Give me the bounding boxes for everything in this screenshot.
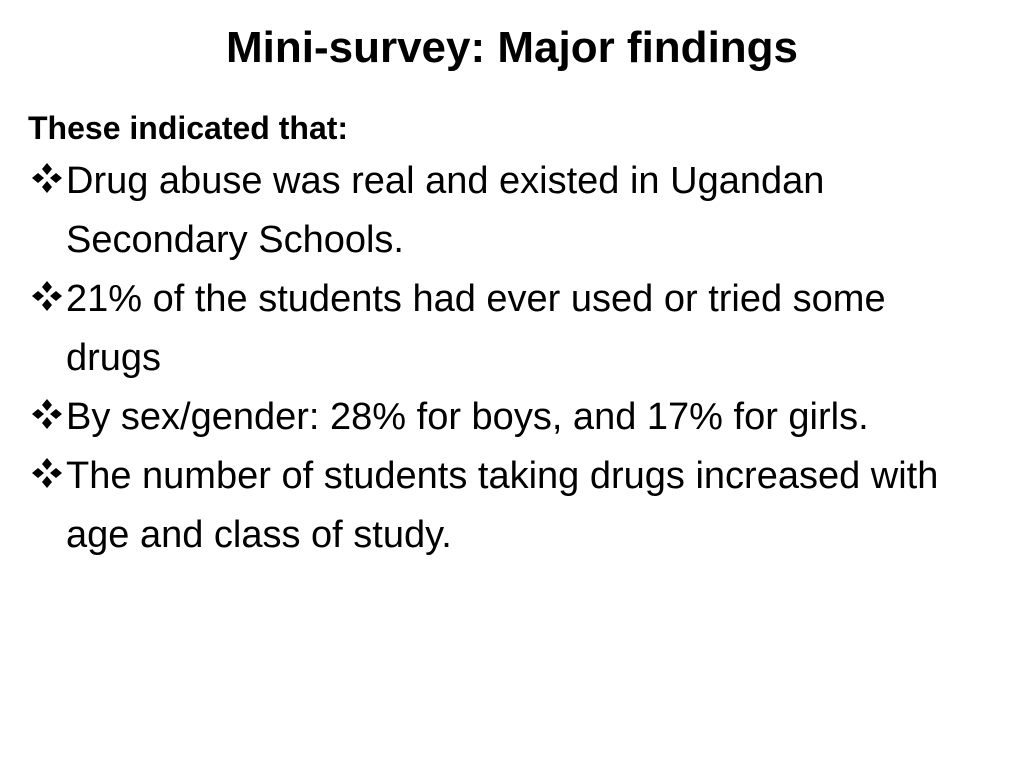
- slide-content: These indicated that: Drug abuse was rea…: [28, 104, 988, 565]
- bullet-item: Drug abuse was real and existed in Ugand…: [28, 152, 988, 270]
- four-diamond-bullet-icon: [30, 397, 68, 435]
- bullet-list: Drug abuse was real and existed in Ugand…: [28, 152, 988, 565]
- intro-text: These indicated that:: [28, 110, 349, 146]
- bullet-text: 21% of the students had ever used or tri…: [66, 278, 886, 379]
- bullet-item: 21% of the students had ever used or tri…: [28, 270, 988, 388]
- bullet-item: The number of students taking drugs incr…: [28, 447, 988, 565]
- bullet-item: By sex/gender: 28% for boys, and 17% for…: [28, 388, 988, 447]
- bullet-text: Drug abuse was real and existed in Ugand…: [66, 160, 825, 261]
- four-diamond-bullet-icon: [30, 279, 68, 317]
- bullet-text: The number of students taking drugs incr…: [66, 455, 939, 556]
- four-diamond-bullet-icon: [30, 456, 68, 494]
- slide-title: Mini-survey: Major findings: [225, 23, 799, 72]
- bullet-text: By sex/gender: 28% for boys, and 17% for…: [66, 396, 869, 438]
- four-diamond-bullet-icon: [30, 161, 68, 199]
